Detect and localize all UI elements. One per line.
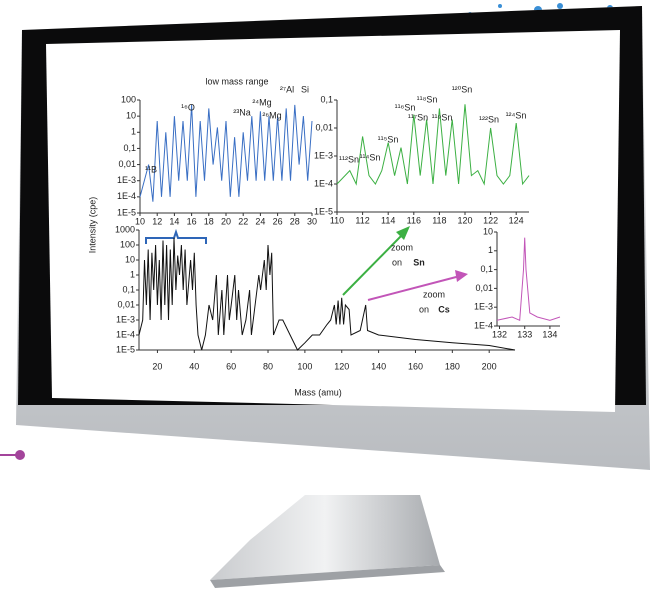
chart-title: low mass range bbox=[205, 76, 268, 86]
y-tick-label: 1E-4 bbox=[116, 329, 135, 339]
x-tick-label: 122 bbox=[483, 215, 498, 225]
x-tick-label: 12 bbox=[152, 216, 162, 226]
x-tick-label: 200 bbox=[482, 361, 497, 371]
y-axis-label: Intensity (cpe) bbox=[87, 197, 97, 254]
annotation: on bbox=[392, 257, 402, 267]
x-tick-label: 30 bbox=[307, 216, 317, 226]
x-tick-label: 14 bbox=[169, 216, 179, 226]
annotation: ¹¹B bbox=[145, 164, 157, 174]
x-tick-label: 180 bbox=[445, 361, 460, 371]
annotation: ²³Na bbox=[233, 107, 251, 117]
x-tick-label: 20 bbox=[221, 216, 231, 226]
x-tick-label: 110 bbox=[330, 215, 344, 225]
annotation: ¹¹⁸Sn bbox=[417, 94, 438, 104]
x-tick-label: 140 bbox=[371, 361, 386, 371]
y-tick-label: 0,01 bbox=[117, 299, 135, 309]
x-tick-label: 18 bbox=[204, 216, 214, 226]
annotation: ¹⁶O bbox=[181, 102, 195, 112]
annotation: Sn bbox=[413, 257, 425, 267]
y-tick-label: 1E-3 bbox=[117, 175, 136, 185]
y-tick-label: 1E-3 bbox=[474, 302, 493, 312]
y-tick-label: 0,1 bbox=[122, 284, 135, 294]
x-tick-label: 60 bbox=[226, 361, 236, 371]
annotation: ¹¹⁷Sn bbox=[408, 112, 428, 122]
y-tick-label: 1E-4 bbox=[314, 178, 333, 188]
monitor-stand bbox=[210, 495, 445, 588]
x-tick-label: 26 bbox=[273, 216, 283, 226]
x-tick-label: 120 bbox=[334, 361, 349, 371]
x-tick-label: 40 bbox=[189, 361, 199, 371]
x-tick-label: 116 bbox=[407, 215, 421, 225]
annotation: zoom bbox=[423, 289, 445, 299]
x-tick-label: 118 bbox=[432, 215, 446, 225]
monitor-body bbox=[16, 6, 650, 470]
annotation: ²⁴Mg bbox=[252, 97, 271, 107]
annotation: ¹¹⁵Sn bbox=[378, 134, 399, 144]
y-tick-label: 1E-5 bbox=[117, 207, 136, 217]
x-tick-label: 24 bbox=[255, 216, 265, 226]
annotation: Si bbox=[301, 84, 309, 94]
x-axis-label: Mass (amu) bbox=[294, 387, 342, 397]
annotation: ¹²²Sn bbox=[479, 114, 499, 124]
x-tick-label: 28 bbox=[290, 216, 300, 226]
y-tick-label: 1 bbox=[130, 269, 135, 279]
x-tick-label: 114 bbox=[381, 215, 395, 225]
x-tick-label: 120 bbox=[457, 215, 472, 225]
y-tick-label: 0,01 bbox=[118, 159, 136, 169]
x-tick-label: 134 bbox=[542, 329, 557, 339]
annotation: ¹¹²Sn bbox=[339, 154, 359, 164]
y-tick-label: 10 bbox=[126, 111, 136, 121]
x-tick-label: 160 bbox=[408, 361, 423, 371]
x-tick-label: 100 bbox=[297, 361, 312, 371]
annotation: ¹¹⁹Sn bbox=[432, 112, 453, 122]
y-tick-label: 1E-4 bbox=[117, 191, 136, 201]
x-tick-label: 22 bbox=[238, 216, 248, 226]
annotation: ¹²⁰Sn bbox=[452, 84, 473, 94]
annotation: ²⁷Al bbox=[280, 84, 294, 94]
annotation: ¹²⁴Sn bbox=[506, 110, 527, 120]
y-tick-label: 1E-3 bbox=[314, 150, 333, 160]
y-tick-label: 100 bbox=[120, 239, 135, 249]
monitor-scene: 1001010,10,011E-31E-41E-5101214161820222… bbox=[0, 0, 666, 593]
y-tick-label: 10 bbox=[125, 254, 135, 264]
y-tick-label: 1E-3 bbox=[116, 314, 135, 324]
annotation: ¹¹⁶Sn bbox=[395, 102, 416, 112]
y-tick-label: 1E-5 bbox=[116, 344, 135, 354]
x-tick-label: 132 bbox=[492, 329, 507, 339]
y-tick-label: 0,01 bbox=[315, 122, 333, 132]
y-tick-label: 1 bbox=[488, 245, 493, 255]
y-tick-label: 1E-4 bbox=[474, 320, 493, 330]
annotation: Cs bbox=[438, 304, 450, 314]
y-tick-label: 100 bbox=[121, 94, 136, 104]
x-tick-label: 16 bbox=[187, 216, 197, 226]
x-tick-label: 80 bbox=[263, 361, 273, 371]
y-tick-label: 0,1 bbox=[123, 143, 136, 153]
y-tick-label: 1000 bbox=[115, 224, 135, 234]
annotation: ²⁶Mg bbox=[262, 110, 281, 120]
annotation: on bbox=[419, 304, 429, 314]
x-tick-label: 112 bbox=[355, 215, 369, 225]
x-tick-label: 124 bbox=[509, 215, 524, 225]
annotation: zoom bbox=[391, 242, 413, 252]
y-tick-label: 0,01 bbox=[475, 283, 493, 293]
y-tick-label: 10 bbox=[483, 226, 493, 236]
x-tick-label: 10 bbox=[135, 216, 145, 226]
x-tick-label: 20 bbox=[152, 361, 162, 371]
x-tick-label: 133 bbox=[517, 329, 532, 339]
y-tick-label: 1 bbox=[131, 127, 136, 137]
y-tick-label: 0,1 bbox=[320, 94, 333, 104]
y-tick-label: 0,1 bbox=[480, 264, 493, 274]
annotation: ¹¹⁴Sn bbox=[360, 152, 381, 162]
